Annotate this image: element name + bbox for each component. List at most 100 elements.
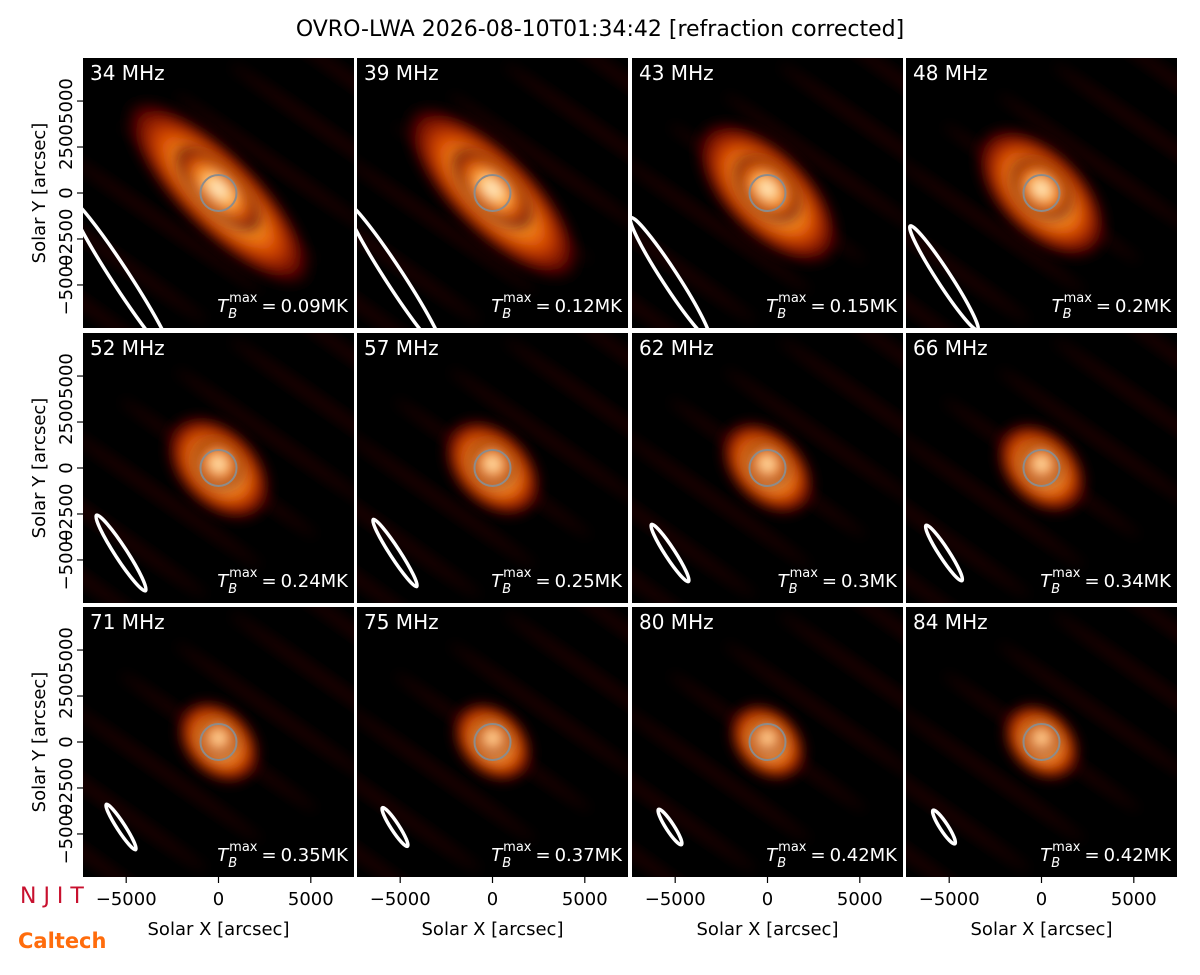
sidelobe bbox=[83, 183, 207, 323]
tb-max-label: TBmax = 0.42MK bbox=[1040, 840, 1172, 871]
sidelobe bbox=[632, 702, 811, 842]
frequency-label: 84 MHz bbox=[913, 610, 988, 634]
sidelobe bbox=[834, 607, 903, 722]
solar-map bbox=[906, 333, 1177, 603]
solar-disk bbox=[199, 723, 238, 761]
beam bbox=[930, 808, 958, 846]
sidelobe bbox=[632, 732, 756, 872]
y-tick-label: 2500 bbox=[56, 124, 77, 170]
sidelobe bbox=[632, 488, 701, 603]
tb-unit: MK bbox=[321, 845, 350, 866]
tb-unit: MK bbox=[321, 296, 350, 317]
x-tick-label: 5000 bbox=[837, 889, 883, 910]
sidelobe bbox=[285, 607, 354, 722]
tb-equals: = bbox=[1084, 571, 1099, 592]
y-tick-label: 0 bbox=[56, 736, 77, 747]
frequency-label: 34 MHz bbox=[90, 61, 165, 85]
emission-core bbox=[731, 152, 804, 225]
tb-max-label: TBmax = 0.35MK bbox=[217, 840, 349, 871]
sidelobe bbox=[834, 58, 903, 173]
solar-disk bbox=[473, 723, 512, 761]
solar-disk bbox=[1022, 723, 1061, 761]
tb-unit: MK bbox=[1144, 845, 1173, 866]
tb-value: 0.09 bbox=[281, 296, 321, 317]
solar-map bbox=[906, 58, 1177, 328]
y-tick-label: −5000 bbox=[56, 255, 77, 316]
x-tick-label: 0 bbox=[487, 889, 498, 910]
sidelobe bbox=[83, 762, 152, 877]
solar-map bbox=[83, 58, 354, 328]
frequency-label: 71 MHz bbox=[90, 610, 165, 634]
tb-symbol: T bbox=[217, 296, 230, 317]
y-tick-label: 5000 bbox=[56, 627, 77, 673]
tb-unit: MK bbox=[870, 296, 899, 317]
beam bbox=[649, 522, 691, 584]
tb-subscript: B bbox=[228, 582, 237, 597]
tb-superscript: max bbox=[229, 291, 258, 306]
sidelobe bbox=[357, 702, 536, 842]
tb-equals: = bbox=[535, 296, 550, 317]
solar-map bbox=[83, 333, 354, 603]
tb-symbol: T bbox=[217, 845, 230, 866]
x-tick-label: 0 bbox=[213, 889, 224, 910]
x-tick-label: 5000 bbox=[288, 889, 334, 910]
tb-equals: = bbox=[1096, 296, 1111, 317]
solar-disk bbox=[1022, 449, 1061, 487]
tb-equals: = bbox=[810, 296, 825, 317]
beam bbox=[357, 200, 447, 328]
frequency-label: 80 MHz bbox=[639, 610, 714, 634]
sidelobe bbox=[779, 612, 903, 752]
tb-unit: MK bbox=[595, 571, 624, 592]
tb-subscript: B bbox=[777, 856, 786, 871]
tb-subscript: B bbox=[1063, 307, 1072, 322]
tb-symbol: T bbox=[1052, 296, 1065, 317]
solar-map bbox=[632, 333, 903, 603]
solar-disk bbox=[1022, 174, 1061, 212]
tb-symbol: T bbox=[1040, 571, 1053, 592]
x-tick-label: 0 bbox=[1036, 889, 1047, 910]
tb-equals: = bbox=[535, 571, 550, 592]
sidelobe bbox=[357, 153, 536, 293]
tb-value: 0.15 bbox=[830, 296, 870, 317]
tb-max-label: TBmax = 0.24MK bbox=[217, 566, 349, 597]
y-tick-label: −5000 bbox=[56, 804, 77, 865]
tb-symbol: T bbox=[217, 571, 230, 592]
tb-unit: MK bbox=[870, 571, 899, 592]
x-axis-label: Solar X [arcsec] bbox=[148, 919, 290, 940]
beam bbox=[83, 196, 176, 328]
y-tick-label: 2500 bbox=[56, 673, 77, 719]
tb-equals: = bbox=[822, 571, 837, 592]
tb-equals: = bbox=[1084, 845, 1099, 866]
solar-disk bbox=[199, 449, 238, 487]
tb-max-label: TBmax = 0.15MK bbox=[766, 291, 898, 322]
tb-equals: = bbox=[261, 296, 276, 317]
sidelobe bbox=[357, 183, 481, 323]
emission-core bbox=[466, 438, 519, 490]
sidelobe bbox=[632, 153, 811, 293]
y-tick-label: 2500 bbox=[56, 399, 77, 445]
sidelobe bbox=[83, 732, 207, 872]
frequency-label: 52 MHz bbox=[90, 336, 165, 360]
sidelobe bbox=[1108, 333, 1177, 448]
x-axis-label: Solar X [arcsec] bbox=[422, 919, 564, 940]
sidelobe bbox=[834, 333, 903, 448]
tb-superscript: max bbox=[778, 840, 807, 855]
y-tick-label: −2500 bbox=[56, 484, 77, 545]
frequency-label: 62 MHz bbox=[639, 336, 714, 360]
solar-disk bbox=[748, 449, 787, 487]
solar-map bbox=[83, 607, 354, 877]
solar-disk bbox=[748, 174, 787, 212]
y-tick-label: 0 bbox=[56, 187, 77, 198]
sidelobe bbox=[357, 732, 481, 872]
y-axis-label: Solar Y [arcsec] bbox=[29, 398, 50, 539]
sidelobe bbox=[906, 183, 1030, 323]
tb-value: 0.35 bbox=[281, 845, 321, 866]
beam bbox=[656, 807, 684, 847]
solar-map bbox=[357, 607, 628, 877]
tb-max-label: TBmax = 0.34MK bbox=[1040, 566, 1172, 597]
tb-superscript: max bbox=[503, 566, 532, 581]
sidelobe bbox=[449, 642, 628, 782]
y-axis-label: Solar Y [arcsec] bbox=[29, 123, 50, 264]
frequency-label: 66 MHz bbox=[913, 336, 988, 360]
